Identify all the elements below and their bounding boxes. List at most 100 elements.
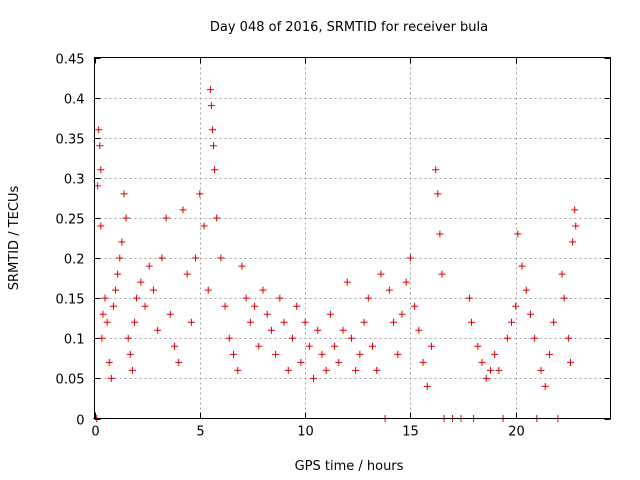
data-point — [200, 222, 208, 230]
data-point — [175, 358, 183, 366]
data-point — [569, 238, 577, 246]
data-point — [272, 350, 280, 358]
data-point — [465, 294, 473, 302]
data-point — [162, 214, 170, 222]
data-point — [221, 302, 229, 310]
data-point — [369, 342, 377, 350]
data-point — [118, 238, 126, 246]
data-point — [158, 254, 166, 262]
data-point — [347, 334, 355, 342]
x-tick-label: 0 — [91, 425, 99, 440]
data-point — [94, 182, 102, 190]
y-tick-label: 0.2 — [64, 253, 85, 268]
data-point — [364, 294, 372, 302]
data-point — [436, 230, 444, 238]
data-point — [166, 310, 174, 318]
data-point — [107, 374, 115, 382]
data-point — [558, 270, 566, 278]
data-point — [352, 366, 360, 374]
data-point — [427, 342, 435, 350]
data-point — [560, 294, 568, 302]
data-point — [297, 358, 305, 366]
data-point — [415, 326, 423, 334]
data-point — [288, 334, 296, 342]
data-point — [339, 326, 347, 334]
data-point — [564, 334, 572, 342]
x-tick-label: 10 — [297, 425, 314, 440]
data-point — [331, 342, 339, 350]
data-point — [97, 166, 105, 174]
data-point — [432, 166, 440, 174]
data-point — [196, 190, 204, 198]
data-point — [183, 270, 191, 278]
data-point — [495, 366, 503, 374]
data-point — [571, 206, 579, 214]
data-point — [128, 366, 136, 374]
data-point — [131, 318, 139, 326]
data-point — [99, 310, 107, 318]
data-point — [438, 270, 446, 278]
data-point — [514, 230, 522, 238]
data-point — [207, 102, 215, 110]
grid — [94, 57, 611, 419]
data-point — [566, 358, 574, 366]
data-point — [343, 278, 351, 286]
data-point — [112, 286, 120, 294]
data-point — [187, 318, 195, 326]
data-point — [179, 206, 187, 214]
data-point — [301, 318, 309, 326]
data-point — [225, 334, 233, 342]
data-point — [377, 270, 385, 278]
data-point — [105, 358, 113, 366]
data-point — [204, 286, 212, 294]
data-point — [141, 302, 149, 310]
data-point — [209, 142, 217, 150]
data-point — [101, 294, 109, 302]
data-point — [486, 366, 494, 374]
y-tick-label: 0.45 — [56, 53, 85, 68]
data-point — [512, 302, 520, 310]
y-tick-label: 0.25 — [56, 213, 85, 228]
data-point — [124, 334, 132, 342]
y-tick-label: 0 — [76, 414, 84, 429]
data-point — [545, 350, 553, 358]
data-point — [109, 302, 117, 310]
data-point — [133, 294, 141, 302]
data-point — [149, 286, 157, 294]
x-tick-label: 5 — [196, 425, 204, 440]
data-point — [211, 166, 219, 174]
data-point — [217, 254, 225, 262]
data-point — [467, 318, 475, 326]
data-point — [280, 318, 288, 326]
data-point — [537, 366, 545, 374]
data-point — [550, 318, 558, 326]
data-point — [360, 318, 368, 326]
data-point — [572, 222, 580, 230]
x-tick-label: 20 — [508, 425, 525, 440]
data-point — [293, 302, 301, 310]
data-point — [478, 358, 486, 366]
data-point — [259, 286, 267, 294]
data-point — [423, 382, 431, 390]
data-point — [326, 310, 334, 318]
data-point — [419, 358, 427, 366]
data-point — [116, 254, 124, 262]
data-point — [96, 142, 104, 150]
data-point — [434, 190, 442, 198]
data-point — [398, 310, 406, 318]
x-tick-label: 15 — [402, 425, 419, 440]
data-point — [103, 318, 111, 326]
data-point — [114, 270, 122, 278]
data-point — [491, 350, 499, 358]
data-point — [251, 302, 259, 310]
data-point — [137, 278, 145, 286]
y-tick-label: 0.05 — [56, 373, 85, 388]
data-point — [394, 350, 402, 358]
data-point — [206, 86, 214, 94]
data-point — [263, 310, 271, 318]
data-point — [97, 222, 105, 230]
data-point — [390, 318, 398, 326]
data-point — [255, 342, 263, 350]
data-point — [373, 366, 381, 374]
